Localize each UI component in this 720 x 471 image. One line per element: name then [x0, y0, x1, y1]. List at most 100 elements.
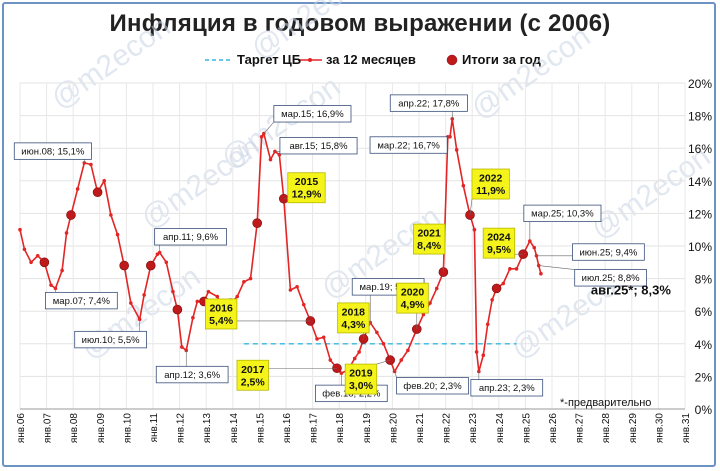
y-tick-label: 6% — [695, 305, 713, 319]
x-tick-label: янв.26 — [548, 413, 559, 444]
x-tick-label: янв.18 — [335, 413, 346, 444]
annotation-box — [337, 302, 370, 334]
annotation-callout: авг.25*; 8,3% — [591, 283, 671, 298]
annotation-label: 2015 — [295, 176, 319, 188]
monthly-series-point — [191, 315, 195, 320]
y-tick-label: 18% — [688, 110, 712, 124]
monthly-series-point — [115, 232, 120, 237]
annotation-label: 9,5% — [487, 244, 512, 256]
monthly-series-point — [481, 353, 486, 358]
y-tick-label: 4% — [695, 338, 713, 352]
y-tick-label: 0% — [695, 403, 713, 417]
annotation-leader — [538, 265, 575, 270]
monthly-series-point — [171, 289, 175, 294]
annotation-leader — [376, 359, 391, 365]
monthly-series-point — [180, 345, 184, 349]
monthly-series-point — [514, 267, 519, 271]
annotation-label: 4,9% — [401, 299, 426, 311]
annotation-box — [369, 136, 448, 154]
monthly-series-point — [375, 330, 379, 335]
x-tick-label: янв.22 — [442, 413, 453, 444]
annual-marker — [92, 187, 103, 198]
annotation-callout: апр.23; 2,3% — [470, 371, 544, 397]
monthly-series-point — [142, 293, 146, 297]
x-tick-label: янв.30 — [654, 413, 665, 444]
monthly-series-point — [60, 268, 64, 273]
annotation-label: апр.23; 2,3% — [479, 383, 535, 394]
monthly-series-point — [485, 322, 490, 327]
annotation-callout: июл.10; 5,5% — [74, 319, 147, 349]
monthly-series-point — [472, 227, 477, 232]
annotation-callout: мар.22; 16,7% — [369, 136, 451, 154]
y-tick-label: 12% — [688, 207, 712, 221]
annotation-box — [236, 359, 269, 391]
annotation-box — [154, 228, 227, 246]
annual-marker — [119, 260, 129, 271]
monthly-series-point — [49, 283, 53, 287]
annotation-label: 2019 — [349, 368, 373, 380]
x-tick-label: янв.06 — [16, 413, 27, 444]
annotation-callout: апр.22; 17,8% — [389, 94, 468, 119]
monthly-series-point — [490, 297, 494, 302]
x-tick-label: янв.27 — [575, 413, 586, 444]
monthly-series-point — [248, 276, 253, 281]
monthly-series-point — [454, 148, 459, 152]
annotation-box — [45, 291, 118, 310]
x-tick-label: янв.12 — [176, 413, 187, 444]
annotation-label: 5,4% — [209, 315, 234, 327]
chart-title: Инфляция в годовом выражении (с 2006) — [109, 10, 611, 37]
monthly-series-point — [259, 134, 264, 139]
annotation-label: фев.20; 2,3% — [403, 381, 462, 392]
annotation-label: 3,0% — [349, 380, 374, 392]
annual-marker — [172, 304, 183, 315]
monthly-series-point — [434, 286, 439, 291]
x-tick-label: янв.31 — [681, 413, 692, 444]
annual-marker — [491, 283, 502, 294]
annotation-box — [471, 168, 510, 200]
watermark-text: @m2econ — [45, 10, 176, 116]
y-tick-label: 10% — [688, 240, 712, 254]
annotation-box — [572, 243, 645, 261]
annotation-leader — [469, 198, 473, 216]
monthly-series-point — [89, 162, 93, 167]
monthly-series-point — [357, 350, 361, 354]
annotation-label: июл.10; 5,5% — [82, 335, 140, 346]
watermark-text: @m2econ — [465, 20, 596, 126]
annotation-leader — [394, 371, 397, 378]
annotation-label: мар.19; 5,3% — [360, 282, 418, 293]
annotation-box — [279, 137, 358, 155]
annotation-label: июл.25; 8,8% — [582, 273, 640, 284]
annotation-box — [396, 377, 469, 395]
annotation-label: мар.25; 10,3% — [531, 209, 594, 220]
watermark-text: @m2econ — [245, 0, 376, 66]
annotation-box — [273, 105, 352, 123]
annual-marker — [66, 210, 76, 220]
annotation-callout: авг.15; 15,8% — [274, 137, 358, 155]
annotation-label: июн.25; 9,4% — [579, 247, 637, 258]
annotation-label: 2024 — [487, 232, 511, 244]
annotation-label: июн.08; 15,1% — [21, 146, 85, 157]
x-tick-label: янв.25 — [521, 413, 532, 444]
annotation-callout: фев.20; 2,3% — [394, 371, 469, 395]
annotation-label: 2021 — [417, 228, 441, 240]
annotation-label: 2017 — [241, 364, 265, 376]
annotation-label: 12,9% — [292, 189, 322, 201]
monthly-series-point — [508, 267, 512, 271]
annotation-label: 2018 — [342, 306, 366, 318]
monthly-series-point — [381, 342, 386, 346]
monthly-series-point — [64, 231, 69, 235]
monthly-series-point — [75, 187, 80, 191]
monthly-series-point — [399, 358, 404, 362]
annotation-label: апр.11; 9,6% — [163, 232, 219, 243]
monthly-series-point — [206, 289, 211, 294]
annotation-callout: июн.08; 15,1% — [13, 142, 92, 163]
annotation-callout: мар.25; 10,3% — [523, 204, 602, 242]
monthly-series-point — [532, 245, 537, 250]
monthly-series-point — [539, 271, 543, 276]
annotation-callout: мар.15; 16,9% — [263, 105, 352, 134]
x-tick-label: янв.09 — [96, 413, 107, 444]
